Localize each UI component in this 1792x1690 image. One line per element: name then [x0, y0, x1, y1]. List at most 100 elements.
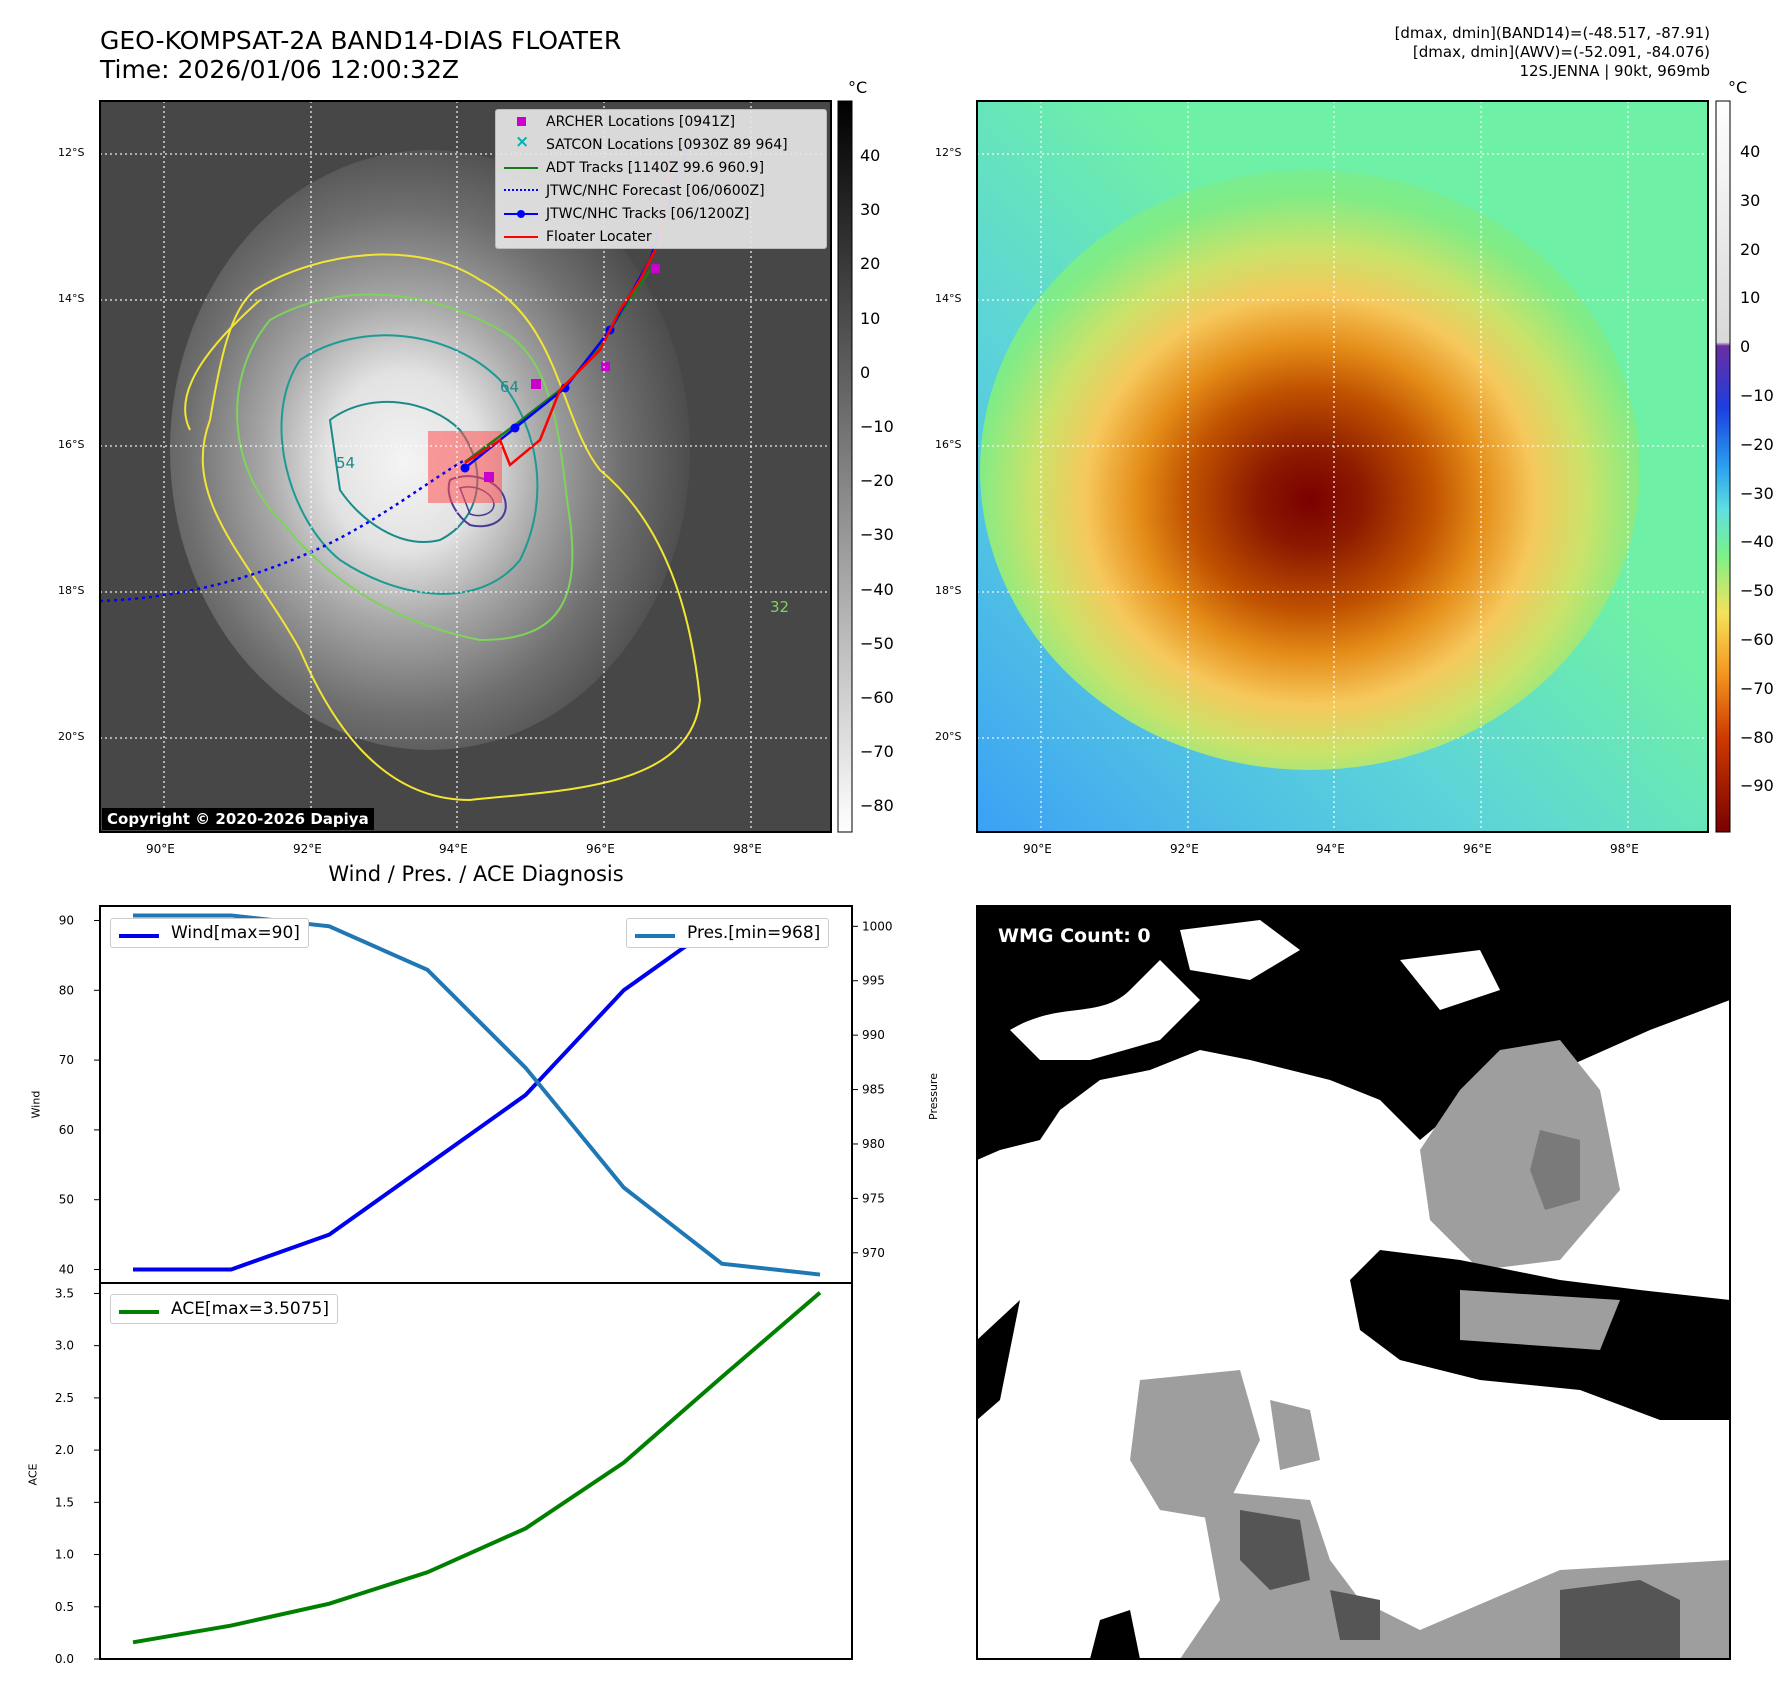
wmg-count-badge: WMG Count: 0 [990, 921, 1159, 951]
contour-label-54: 54 [336, 454, 355, 472]
ace-ytick-label: 1.0 [55, 1548, 74, 1562]
ace-ytick-label: 0.0 [55, 1652, 74, 1666]
ace-legend: ACE[max=3.5075] [110, 1294, 338, 1324]
line-icon [504, 156, 538, 179]
pressure-ytick-label: 975 [862, 1191, 885, 1205]
title-line-1: GEO-KOMPSAT-2A BAND14-DIAS FLOATER [100, 26, 622, 55]
left-lon-tick-90e: 90°E [146, 842, 175, 856]
x-marker-icon: × [515, 132, 530, 152]
info-line-1: [dmax, dmin](BAND14)=(-48.517, -87.91) [1394, 24, 1710, 42]
colorbar-tick: −60 [1740, 630, 1774, 649]
info-line-3: 12S.JENNA | 90kt, 969mb [1519, 62, 1710, 80]
line-icon [504, 225, 538, 248]
wind-ytick-label: 40 [59, 1263, 74, 1277]
legend-forecast: JTWC/NHC Forecast [06/0600Z] [496, 179, 826, 202]
wind-ytick-label: 80 [59, 983, 74, 997]
colorbar-tick: −60 [860, 688, 894, 707]
right-lat-tick-14s: 14°S [935, 292, 962, 305]
pressure-ytick-label: 985 [862, 1083, 885, 1097]
colorbar-tick: −10 [1740, 386, 1774, 405]
right-lon-tick-96e: 96°E [1463, 842, 1492, 856]
wind-ytick-label: 70 [59, 1053, 74, 1067]
right-lat-tick-20s: 20°S [935, 730, 962, 743]
left-lat-tick-14s: 14°S [58, 292, 85, 305]
ace-ytick-label: 0.5 [55, 1600, 74, 1614]
line-icon [119, 922, 159, 945]
copyright-badge: Copyright © 2020-2026 Dapiya [102, 808, 374, 830]
ace-chart: 0.0 0.5 1.0 1.5 2.0 2.5 3.0 3.5 [55, 1286, 822, 1666]
line-dot-icon [504, 202, 538, 225]
title-line-2: Time: 2026/01/06 12:00:32Z [100, 55, 459, 84]
pressure-ytick-label: 990 [862, 1028, 885, 1042]
ace-axis-label: ACE [26, 1463, 40, 1486]
right-ir-map [977, 101, 1708, 832]
colorbar-tick: −30 [1740, 483, 1774, 503]
colorbar-tick: 10 [860, 308, 881, 328]
wind-ytick-label: 50 [59, 1193, 74, 1207]
left-lon-tick-98e: 98°E [733, 842, 762, 856]
left-lon-tick-96e: 96°E [586, 842, 615, 856]
colorbar-tick: −70 [860, 742, 894, 762]
wind-ytick-label: 90 [59, 913, 74, 927]
wind-pres-frame [99, 905, 853, 1284]
right-colorbar-unit: °C [1728, 78, 1748, 97]
pressure-ytick-label: 1000 [862, 919, 893, 933]
left-lon-tick-92e: 92°E [293, 842, 322, 856]
wind-axis-label: Wind [29, 1090, 43, 1119]
dotted-line-icon [504, 179, 538, 202]
colorbar-tick: 20 [860, 254, 881, 274]
legend-adt: ADT Tracks [1140Z 99.6 960.9] [496, 156, 826, 179]
pressure-ytick-label: 970 [862, 1246, 885, 1260]
right-lon-tick-98e: 98°E [1610, 842, 1639, 856]
legend-archer: ARCHER Locations [0941Z] [496, 110, 826, 133]
left-lon-tick-94e: 94°E [439, 842, 468, 856]
wind-legend: Wind[max=90] [110, 918, 309, 948]
diagnosis-title: Wind / Pres. / ACE Diagnosis [328, 862, 624, 886]
colorbar-tick: 10 [1740, 288, 1761, 308]
colorbar-tick: −80 [860, 796, 894, 816]
ace-frame [99, 1282, 853, 1660]
ace-ytick-label: 2.0 [55, 1443, 74, 1457]
colorbar-tick: −50 [860, 633, 894, 653]
line-icon [119, 1298, 159, 1321]
colorbar-tick: −20 [1740, 434, 1774, 454]
left-lat-tick-20s: 20°S [58, 730, 85, 743]
line-icon [635, 922, 675, 945]
legend-floater: Floater Locater [496, 225, 826, 248]
colorbar-tick: 40 [860, 146, 881, 165]
colorbar-tick: 30 [860, 200, 881, 220]
pressure-legend: Pres.[min=968] [626, 918, 830, 948]
right-lon-tick-92e: 92°E [1170, 842, 1199, 856]
colorbar-tick: −50 [1740, 581, 1774, 601]
ace-ytick-label: 3.5 [55, 1286, 74, 1300]
colorbar-tick: −30 [860, 525, 894, 545]
square-marker-icon [504, 110, 538, 133]
pressure-axis-label: Pressure [926, 1073, 940, 1120]
colorbar-tick: 30 [1740, 190, 1761, 210]
legend-tracks: JTWC/NHC Tracks [06/1200Z] [496, 202, 826, 225]
colorbar-tick: 0 [860, 362, 871, 382]
pressure-ytick-label: 995 [862, 974, 885, 988]
left-lat-tick-12s: 12°S [58, 146, 85, 159]
ace-ytick-label: 2.5 [55, 1391, 74, 1405]
wmg-panel [977, 906, 1730, 1659]
legend-satcon: × SATCON Locations [0930Z 89 964] [496, 132, 826, 156]
right-lat-tick-12s: 12°S [935, 146, 962, 159]
storm-info: [dmax, dmin](BAND14)=(-48.517, -87.91) [… [1395, 24, 1710, 81]
pressure-series-line [133, 913, 821, 1277]
colorbar-tick: 0 [1740, 337, 1751, 357]
right-lon-tick-94e: 94°E [1316, 842, 1345, 856]
colorbar-tick: −10 [860, 417, 894, 436]
pressure-ytick-label: 980 [862, 1137, 885, 1151]
left-lat-tick-16s: 16°S [58, 438, 85, 451]
colorbar-tick: 20 [1740, 239, 1761, 259]
ace-ytick-label: 3.0 [55, 1339, 74, 1353]
wind-ytick-label: 60 [59, 1123, 74, 1137]
colorbar-tick: −40 [1740, 532, 1774, 552]
info-line-2: [dmax, dmin](AWV)=(-52.091, -84.076) [1412, 43, 1710, 61]
right-lat-tick-16s: 16°S [935, 438, 962, 451]
figure-title: GEO-KOMPSAT-2A BAND14-DIAS FLOATER Time:… [100, 26, 621, 84]
colorbar-tick: −80 [1740, 727, 1774, 747]
ace-ytick-label: 1.5 [55, 1495, 74, 1509]
contour-label-32: 32 [770, 598, 789, 616]
